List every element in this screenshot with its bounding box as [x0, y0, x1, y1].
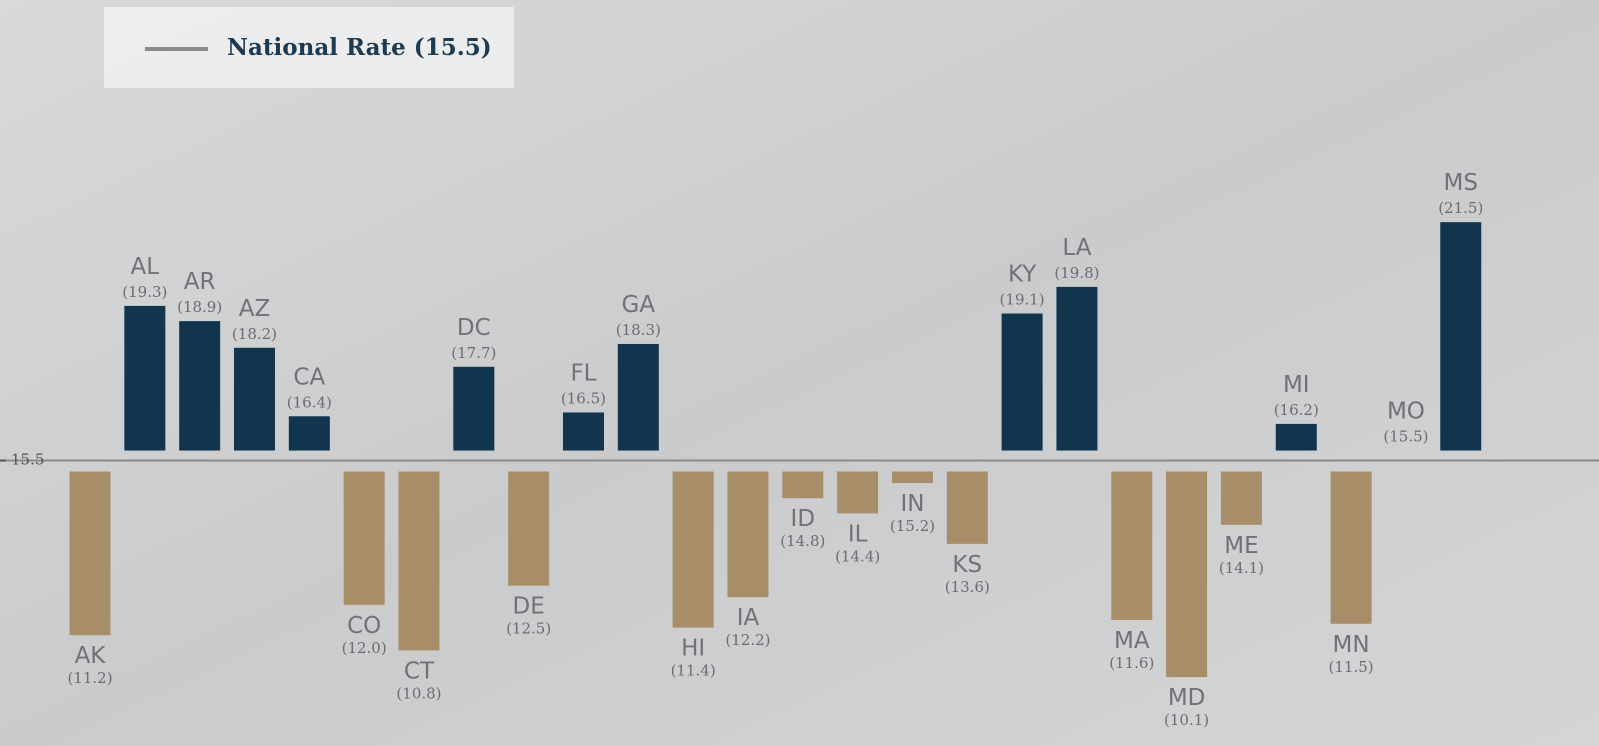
value-label: (13.6)	[945, 578, 990, 596]
bar	[1440, 222, 1481, 450]
bar	[179, 321, 220, 450]
bar	[1166, 472, 1207, 678]
value-label: (16.2)	[1274, 401, 1319, 419]
value-label: (15.5)	[1383, 428, 1428, 446]
category-label: HI	[681, 636, 705, 662]
bar	[892, 472, 933, 483]
value-label: (12.0)	[342, 639, 387, 657]
value-label: (11.6)	[1109, 654, 1154, 672]
value-label: (14.8)	[780, 532, 825, 550]
chart: National Rate (15.5) 15.5 AK(11.2) AL (19.3…	[0, 0, 1599, 746]
category-label: MN	[1333, 632, 1370, 658]
value-label: (14.4)	[835, 547, 880, 565]
category-label: LA	[1062, 235, 1091, 261]
value-label: (12.2)	[725, 631, 770, 649]
bar	[234, 348, 275, 451]
category-label: IL	[848, 521, 868, 547]
category-label: AL	[131, 254, 160, 280]
y-tick-label: 15.5	[11, 451, 44, 469]
category-label: ME	[1224, 533, 1258, 559]
category-label: MS	[1444, 170, 1478, 196]
bar	[947, 472, 988, 544]
category-label: AZ	[239, 296, 271, 322]
category-label: CO	[347, 613, 381, 639]
category-label: IN	[900, 491, 924, 517]
category-label: MI	[1283, 372, 1310, 398]
category-label: MD	[1168, 685, 1206, 711]
bar	[70, 472, 111, 636]
bar	[1111, 472, 1152, 620]
bar	[1221, 472, 1262, 525]
value-label: (11.2)	[67, 669, 112, 687]
bar	[508, 472, 549, 586]
bar	[673, 472, 714, 628]
category-label: DE	[513, 594, 545, 620]
category-label: AK	[75, 643, 107, 669]
value-label: (17.7)	[451, 344, 496, 362]
value-label: (11.5)	[1329, 658, 1374, 676]
value-label: (16.4)	[287, 393, 332, 411]
category-label: IA	[737, 605, 760, 631]
bar	[1056, 287, 1097, 451]
bar	[289, 416, 330, 450]
bar	[837, 472, 878, 514]
category-label: MA	[1114, 628, 1150, 654]
value-label: (18.2)	[232, 325, 277, 343]
value-label: (15.2)	[890, 517, 935, 535]
bar	[453, 367, 494, 451]
category-label: FL	[570, 360, 596, 386]
bar	[1276, 424, 1317, 451]
value-label: (14.1)	[1219, 559, 1264, 577]
legend-label: National Rate (15.5)	[227, 34, 492, 61]
value-label: (18.3)	[616, 321, 661, 339]
bar	[344, 472, 385, 605]
category-label: AR	[184, 269, 216, 295]
category-label: MO	[1387, 399, 1425, 425]
value-label: (16.5)	[561, 389, 606, 407]
bar	[727, 472, 768, 598]
bar	[782, 472, 823, 499]
value-label: (18.9)	[177, 298, 222, 316]
value-label: (10.8)	[396, 684, 441, 702]
bar	[1002, 314, 1043, 451]
category-label: CA	[293, 364, 325, 390]
category-label: GA	[622, 292, 656, 318]
category-label: KY	[1008, 262, 1037, 288]
value-label: (21.5)	[1438, 199, 1483, 217]
bar	[1331, 472, 1372, 624]
value-label: (10.1)	[1164, 711, 1209, 729]
value-label: (19.8)	[1054, 264, 1099, 282]
value-label: (19.1)	[1000, 291, 1045, 309]
value-label: (11.4)	[671, 662, 716, 680]
value-label: (19.3)	[122, 283, 167, 301]
category-label: KS	[952, 552, 982, 578]
value-label: (12.5)	[506, 620, 551, 638]
bar	[124, 306, 165, 451]
bar	[563, 412, 604, 450]
category-label: ID	[791, 506, 816, 532]
category-label: CT	[404, 658, 435, 684]
bar	[618, 344, 659, 451]
page: {"chart_data": {"type": "diverging-bar",…	[0, 0, 1599, 746]
category-label: DC	[457, 315, 491, 341]
bar	[398, 472, 439, 651]
